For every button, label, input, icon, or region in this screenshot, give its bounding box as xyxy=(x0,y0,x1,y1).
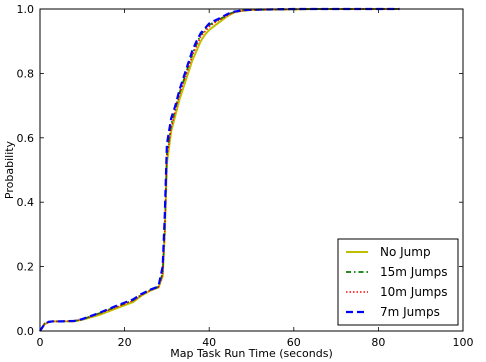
y-tick-label: 0.8 xyxy=(17,67,35,80)
y-tick-label: 0.2 xyxy=(17,261,35,274)
y-tick-label: 0.4 xyxy=(17,196,35,209)
x-tick-label: 100 xyxy=(453,336,474,349)
x-tick-label: 40 xyxy=(202,336,216,349)
y-tick-label: 0.6 xyxy=(17,132,35,145)
plot-border xyxy=(39,8,464,332)
axes: 0 20 40 60 80 100 0.0 0.2 0.4 0.6 0.8 1.0 xyxy=(17,3,474,349)
legend-box xyxy=(337,238,459,326)
legend-label: 10m Jumps xyxy=(380,285,447,299)
y-tick-label: 0.0 xyxy=(17,325,35,338)
x-tick-label: 80 xyxy=(371,336,385,349)
y-tick-label: 1.0 xyxy=(17,3,35,16)
y-axis-label: Probability xyxy=(3,140,16,199)
x-tick-label: 0 xyxy=(37,336,44,349)
x-axis-label: Map Task Run Time (seconds) xyxy=(170,347,333,360)
plot-frame xyxy=(39,8,464,332)
x-tick-label: 20 xyxy=(118,336,132,349)
x-tick-label: 60 xyxy=(287,336,301,349)
series-line-7m-jumps xyxy=(39,7,400,332)
legend: No Jump 15m Jumps 10m Jumps 7m Jumps xyxy=(337,238,459,326)
legend-label: 15m Jumps xyxy=(380,265,447,279)
series-lines xyxy=(39,7,400,332)
legend-label: No Jump xyxy=(380,245,431,259)
legend-label: 7m Jumps xyxy=(380,305,440,319)
